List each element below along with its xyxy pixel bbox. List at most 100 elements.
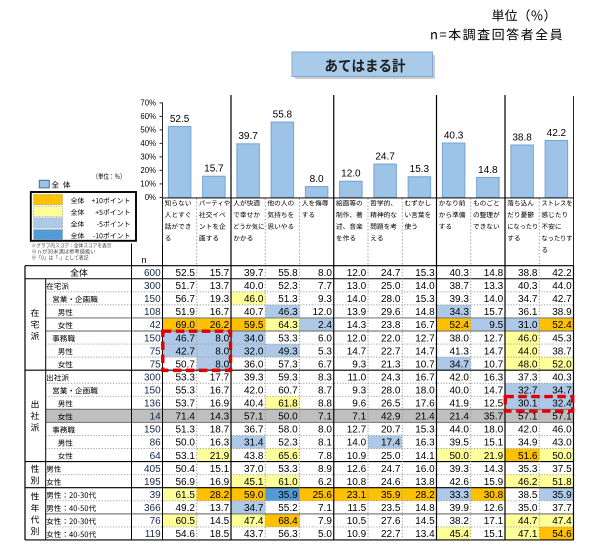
svg-text:75: 75 [150, 359, 162, 370]
svg-text:45.1: 45.1 [244, 477, 264, 488]
svg-text:57.1: 57.1 [552, 412, 572, 423]
svg-text:10.9: 10.9 [347, 451, 367, 462]
svg-text:7.8: 7.8 [318, 451, 332, 462]
svg-text:16.3: 16.3 [210, 438, 230, 449]
svg-text:14.0: 14.0 [484, 294, 504, 305]
svg-text:53.3: 53.3 [175, 372, 195, 383]
svg-text:42.7: 42.7 [552, 294, 572, 305]
svg-text:53.7: 53.7 [175, 399, 195, 410]
svg-text:59.0: 59.0 [244, 490, 264, 501]
svg-text:31.0: 31.0 [518, 320, 538, 331]
svg-text:40.3: 40.3 [552, 372, 572, 383]
svg-text:35.9: 35.9 [278, 490, 298, 501]
svg-text:53.3: 53.3 [278, 333, 298, 344]
svg-text:12.0: 12.0 [312, 307, 332, 318]
svg-text:14.8: 14.8 [484, 268, 504, 279]
svg-text:46.2: 46.2 [518, 477, 538, 488]
svg-text:8.0: 8.0 [310, 174, 324, 185]
svg-text:15.7: 15.7 [210, 268, 230, 279]
svg-text:16.7: 16.7 [415, 372, 435, 383]
svg-text:12.7: 12.7 [484, 333, 504, 344]
svg-text:10.7: 10.7 [484, 359, 504, 370]
svg-text:52.0: 52.0 [552, 359, 572, 370]
svg-text:8.0: 8.0 [318, 268, 332, 279]
svg-text:75: 75 [150, 346, 162, 357]
svg-text:16.7: 16.7 [210, 307, 230, 318]
svg-text:16.0: 16.0 [415, 464, 435, 475]
svg-text:14.7: 14.7 [415, 346, 435, 357]
svg-text:25.0: 25.0 [381, 451, 401, 462]
svg-text:24.6: 24.6 [381, 477, 401, 488]
svg-text:12.7: 12.7 [415, 333, 435, 344]
svg-text:17.7: 17.7 [210, 372, 230, 383]
svg-text:13.7: 13.7 [210, 503, 230, 514]
svg-text:71.4: 71.4 [175, 412, 195, 423]
svg-text:38.8: 38.8 [518, 268, 538, 279]
svg-text:61.8: 61.8 [278, 399, 298, 410]
svg-text:12.0: 12.0 [341, 169, 361, 180]
svg-text:52.5: 52.5 [170, 114, 190, 125]
svg-text:42.7: 42.7 [175, 346, 195, 357]
svg-text:28.0: 28.0 [381, 385, 401, 396]
svg-text:16.9: 16.9 [210, 399, 230, 410]
svg-text:13.4: 13.4 [415, 529, 435, 540]
svg-text:37.5: 37.5 [552, 464, 572, 475]
svg-text:48.0: 48.0 [518, 359, 538, 370]
svg-text:59.3: 59.3 [278, 372, 298, 383]
svg-text:38.5: 38.5 [518, 490, 538, 501]
svg-text:108: 108 [144, 307, 161, 318]
svg-text:34.7: 34.7 [449, 359, 469, 370]
svg-text:61.0: 61.0 [278, 477, 298, 488]
svg-text:40.4: 40.4 [244, 399, 264, 410]
svg-text:366: 366 [144, 503, 161, 514]
svg-text:64.3: 64.3 [278, 320, 298, 331]
svg-text:9.3: 9.3 [352, 385, 366, 396]
svg-text:7.1: 7.1 [352, 412, 366, 423]
svg-text:25.6: 25.6 [312, 490, 332, 501]
svg-text:51.9: 51.9 [175, 307, 195, 318]
svg-text:52.3: 52.3 [278, 438, 298, 449]
svg-text:59.5: 59.5 [244, 320, 264, 331]
svg-text:14.0: 14.0 [347, 438, 367, 449]
svg-text:28.0: 28.0 [381, 294, 401, 305]
svg-text:20%: 20% [140, 166, 156, 175]
svg-text:13.9: 13.9 [347, 307, 367, 318]
svg-text:40%: 40% [140, 139, 156, 148]
svg-text:195: 195 [144, 477, 161, 488]
svg-text:16.3: 16.3 [484, 372, 504, 383]
svg-text:38.9: 38.9 [552, 307, 572, 318]
svg-text:28.2: 28.2 [210, 490, 230, 501]
svg-text:7.7: 7.7 [318, 281, 332, 292]
svg-text:34.7: 34.7 [244, 503, 264, 514]
svg-text:9.6: 9.6 [352, 399, 366, 410]
svg-text:42.0: 42.0 [449, 372, 469, 383]
svg-text:30.1: 30.1 [518, 399, 538, 410]
svg-text:49.3: 49.3 [278, 346, 298, 357]
svg-text:35.0: 35.0 [518, 503, 538, 514]
svg-text:8.0: 8.0 [215, 333, 229, 344]
svg-text:18.5: 18.5 [210, 529, 230, 540]
svg-text:9.5: 9.5 [489, 320, 503, 331]
svg-text:41.3: 41.3 [449, 346, 469, 357]
svg-text:53.1: 53.1 [175, 451, 195, 462]
svg-text:42.2: 42.2 [552, 268, 572, 279]
svg-text:17.4: 17.4 [381, 438, 401, 449]
svg-text:46.3: 46.3 [278, 307, 298, 318]
svg-text:12.7: 12.7 [347, 425, 367, 436]
svg-text:50.0: 50.0 [278, 412, 298, 423]
svg-text:44.0: 44.0 [552, 281, 572, 292]
svg-text:43.7: 43.7 [244, 529, 264, 540]
svg-text:69.0: 69.0 [175, 320, 195, 331]
svg-text:9.3: 9.3 [318, 294, 332, 305]
svg-text:14.0: 14.0 [347, 294, 367, 305]
svg-text:60.5: 60.5 [175, 516, 195, 527]
svg-text:13.7: 13.7 [210, 281, 230, 292]
svg-text:25.0: 25.0 [381, 281, 401, 292]
svg-text:0%: 0% [145, 193, 156, 202]
svg-text:8.7: 8.7 [318, 385, 332, 396]
svg-text:38.0: 38.0 [449, 333, 469, 344]
svg-text:14.8: 14.8 [415, 503, 435, 514]
svg-text:8.0: 8.0 [318, 425, 332, 436]
svg-text:150: 150 [144, 333, 161, 344]
svg-text:30.8: 30.8 [484, 490, 504, 501]
